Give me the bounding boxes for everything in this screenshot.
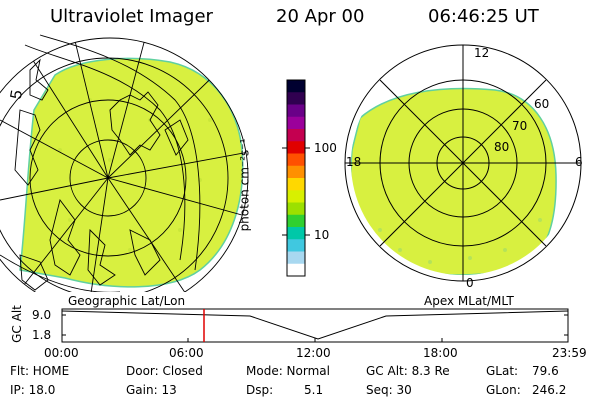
- date-label: 20 Apr 00: [276, 6, 365, 27]
- timeline-x-tick-1: 06:00: [169, 346, 204, 360]
- gc-alt-value: GC Alt: 8.3 Re: [366, 364, 450, 378]
- gain-value: Gain: 13: [126, 383, 177, 397]
- mode-status: Mode: Normal: [246, 364, 330, 378]
- colorbar-segment: [287, 129, 305, 142]
- dsp-value: 5.1: [304, 383, 324, 397]
- colorbar-tick-10: 10: [314, 228, 330, 242]
- colorbar-segment: [287, 263, 305, 277]
- glon-value: 246.2: [532, 383, 567, 397]
- colorbar-segment: [287, 165, 305, 179]
- mlat-mlt-map: [344, 44, 582, 282]
- color-bar: [286, 79, 306, 277]
- mlt-label-12: 12: [474, 46, 490, 60]
- colorbar-segment: [287, 202, 305, 216]
- corner-numeral: 5: [8, 89, 26, 101]
- colorbar-frame: [286, 79, 306, 277]
- mlat-label-60: 60: [534, 97, 550, 111]
- mlat-label-70: 70: [512, 119, 528, 133]
- colorbar-segment: [287, 92, 305, 105]
- ip-value: IP: 18.0: [10, 383, 56, 397]
- mlt-label-6: 6: [575, 155, 583, 169]
- door-status: Door: Closed: [126, 364, 203, 378]
- auroral-emission-left: [19, 57, 244, 288]
- timeline-y-tick-1-8: 1.8: [32, 328, 52, 342]
- colorbar-segment: [287, 141, 305, 154]
- timeline-x-tick-0: 00:00: [44, 346, 79, 360]
- colorbar-segment: [287, 80, 305, 93]
- colorbar-segment: [287, 104, 305, 118]
- altitude-timeline: [61, 308, 569, 343]
- mlt-label-0: 0: [466, 276, 474, 290]
- timeline-y-label: GC Alt: [9, 305, 24, 343]
- apex-label: Apex MLat/MLT: [424, 294, 514, 308]
- colorbar-unit: photon cm⁻²s⁻¹: [237, 138, 252, 232]
- time-label: 06:46:25 UT: [428, 6, 539, 27]
- geographic-map: [0, 34, 249, 292]
- colorbar-segment: [287, 116, 305, 130]
- glat-value: 79.6: [532, 364, 559, 378]
- colorbar-segment: [287, 178, 305, 191]
- colorbar-segment: [287, 153, 305, 167]
- colorbar-segment: [287, 227, 305, 240]
- colorbar-segment: [287, 190, 305, 203]
- dsp-label: Dsp:: [246, 383, 274, 397]
- coastlines: [14, 58, 189, 291]
- instrument-title: Ultraviolet Imager: [50, 6, 213, 27]
- timeline-x-tick-2: 12:00: [296, 346, 331, 360]
- mlat-label-80: 80: [494, 140, 510, 154]
- colorbar-segment: [287, 239, 305, 252]
- glon-label: GLon:: [486, 383, 521, 397]
- timeline-x-tick-3: 18:00: [423, 346, 458, 360]
- geographic-label: Geographic Lat/Lon: [68, 294, 186, 308]
- seq-value: Seq: 30: [366, 383, 412, 397]
- mlt-label-18: 18: [346, 155, 362, 169]
- colorbar-segment: [287, 214, 305, 228]
- timeline-x-tick-4: 23:59: [552, 346, 587, 360]
- colorbar-tick-100: 100: [314, 141, 337, 155]
- timeline-y-tick-9: 9.0: [32, 308, 52, 322]
- glat-label: GLat:: [486, 364, 519, 378]
- colorbar-segment: [287, 251, 305, 265]
- flight-status: Flt: HOME: [10, 364, 70, 378]
